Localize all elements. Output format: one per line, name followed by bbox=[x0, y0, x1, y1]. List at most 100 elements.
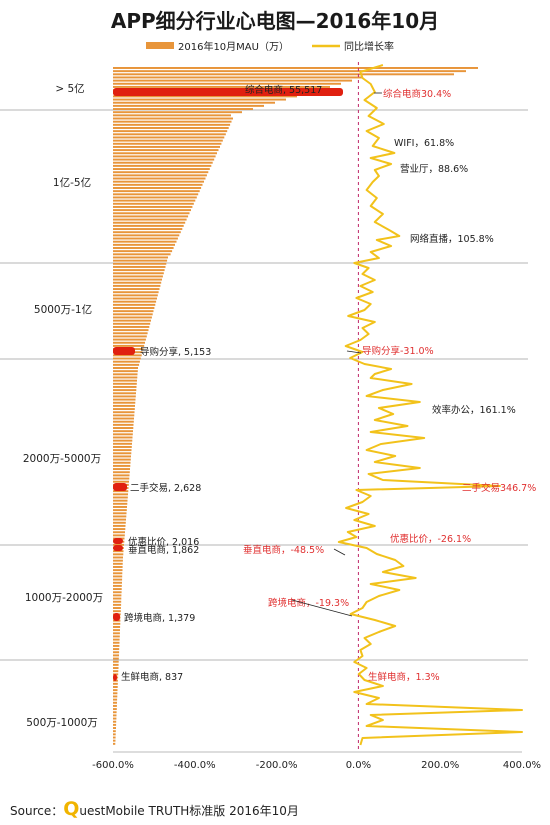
mau-bar bbox=[113, 708, 117, 711]
mau-bar bbox=[113, 228, 183, 231]
mau-bar bbox=[113, 515, 127, 518]
mau-bar bbox=[113, 177, 206, 180]
mau-bar bbox=[113, 625, 121, 628]
mau-bar bbox=[113, 509, 127, 512]
mau-bar bbox=[113, 376, 138, 379]
mau-bar bbox=[113, 629, 120, 632]
leader-line bbox=[333, 548, 346, 556]
mau-bar bbox=[113, 284, 161, 287]
mau-bar bbox=[113, 171, 209, 174]
mau-bar bbox=[113, 269, 165, 272]
band-label: 1000万-2000万 bbox=[25, 592, 103, 604]
mau-label: 二手交易, 2,628 bbox=[130, 482, 201, 494]
mau-bar bbox=[113, 367, 138, 369]
mau-bar bbox=[113, 123, 231, 126]
mau-bar bbox=[113, 155, 216, 158]
mau-bar bbox=[113, 149, 219, 152]
mau-bar bbox=[113, 594, 122, 597]
mau-bar bbox=[113, 686, 118, 688]
mau-bar bbox=[113, 528, 126, 531]
mau-bar bbox=[113, 196, 197, 199]
mau-bar bbox=[113, 303, 156, 306]
mau-bar bbox=[113, 250, 173, 253]
legend-growth: 同比增长率 bbox=[344, 40, 394, 53]
mau-bar bbox=[113, 111, 242, 114]
mau-bar bbox=[113, 420, 134, 423]
mau-bar bbox=[113, 294, 158, 297]
leader-line bbox=[291, 599, 353, 617]
mau-bar bbox=[113, 275, 163, 278]
mau-bar bbox=[113, 215, 189, 218]
mau-bar bbox=[113, 319, 151, 322]
mau-bar bbox=[113, 142, 222, 145]
band-label: 2000万-5000万 bbox=[23, 453, 101, 465]
mau-bar bbox=[113, 704, 117, 707]
legend-bar-swatch bbox=[146, 42, 174, 49]
mau-bar bbox=[113, 597, 122, 600]
mau-bar bbox=[113, 411, 135, 414]
mau-annotations: 综合电商, 55,517 导购分享, 5,153 二手交易, 2,628 优惠比价, … bbox=[121, 84, 322, 683]
mau-bar bbox=[113, 344, 145, 347]
mau-bar bbox=[113, 717, 117, 720]
mau-bar bbox=[113, 180, 204, 183]
mau-bar bbox=[113, 85, 330, 88]
growth-label: 跨境电商，-19.3% bbox=[268, 597, 349, 609]
mau-bar bbox=[113, 436, 133, 439]
mau-bar bbox=[113, 79, 352, 82]
mau-bar bbox=[113, 101, 275, 104]
x-tick-label: 400.0% bbox=[503, 760, 541, 771]
mau-bar bbox=[113, 569, 123, 572]
mau-bar bbox=[113, 98, 286, 101]
mau-label: 导购分享, 5,153 bbox=[140, 346, 211, 358]
mau-bar bbox=[113, 607, 121, 609]
source-prefix: Source： bbox=[10, 804, 63, 818]
source-text: uestMobile TRUTH标准版 2016年10月 bbox=[79, 804, 299, 818]
mau-bar bbox=[113, 73, 454, 76]
mau-bar bbox=[113, 667, 119, 670]
mau-bar bbox=[113, 325, 150, 328]
mau-bar bbox=[113, 193, 199, 196]
mau-bar bbox=[113, 550, 124, 553]
highlight-mau-bar bbox=[113, 613, 120, 621]
mau-bar bbox=[113, 654, 119, 657]
mau-bar bbox=[113, 190, 200, 193]
mau-bar bbox=[113, 641, 120, 644]
mau-bar bbox=[113, 243, 175, 246]
highlight-mau-bar bbox=[113, 545, 123, 551]
mau-bar bbox=[113, 591, 122, 594]
mau-bar bbox=[113, 363, 140, 366]
mau-bar bbox=[113, 398, 136, 401]
mau-bar bbox=[113, 714, 117, 717]
legend: 2016年10月MAU（万） 同比增长率 bbox=[146, 40, 394, 53]
band-label: 5000万-1亿 bbox=[34, 303, 92, 316]
mau-bar bbox=[113, 117, 233, 120]
x-axis: -600.0% -400.0% -200.0% 0.0% 200.0% 400.0% bbox=[92, 751, 541, 771]
mau-bar bbox=[113, 357, 141, 360]
mau-bar bbox=[113, 291, 159, 294]
mau-bar bbox=[113, 218, 187, 221]
mau-bar bbox=[113, 644, 120, 647]
mau-bar bbox=[113, 120, 232, 123]
mau-bar bbox=[113, 392, 136, 395]
mau-bar bbox=[113, 360, 140, 363]
mau-bar bbox=[113, 733, 116, 736]
mau-bar bbox=[113, 720, 117, 723]
legend-mau: 2016年10月MAU（万） bbox=[178, 40, 289, 53]
mau-bar bbox=[113, 742, 116, 745]
mau-bar bbox=[113, 329, 149, 332]
mau-bar bbox=[113, 578, 123, 581]
mau-bar bbox=[113, 212, 190, 215]
band-dividers bbox=[0, 109, 528, 661]
mau-bar bbox=[113, 231, 181, 234]
mau-bar bbox=[113, 382, 137, 385]
mau-bar bbox=[113, 237, 178, 240]
mau-bar bbox=[113, 474, 130, 477]
mau-bar bbox=[113, 70, 466, 73]
band-labels: > 5亿 1亿-5亿 5000万-1亿 2000万-5000万 1000万-2000万 5… bbox=[23, 82, 103, 729]
mau-bar bbox=[113, 338, 146, 341]
mau-bar bbox=[113, 442, 132, 445]
mau-bar bbox=[113, 288, 160, 291]
mau-bar bbox=[113, 496, 128, 499]
mau-bar bbox=[113, 531, 125, 534]
band-label: 1亿-5亿 bbox=[53, 176, 91, 189]
